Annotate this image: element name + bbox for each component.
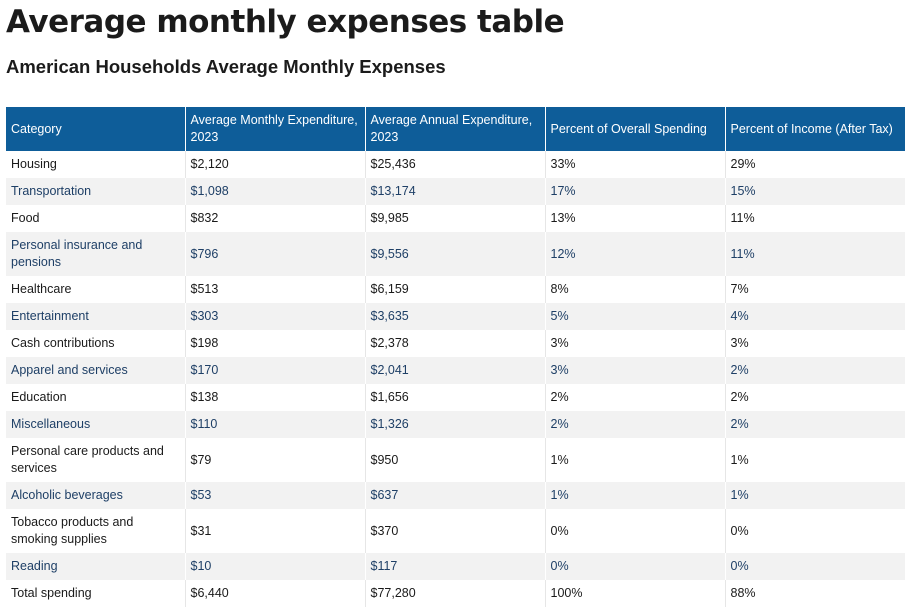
cell-annual: $950 [365, 438, 546, 482]
cell-percent-spending: 3% [545, 330, 726, 357]
cell-monthly: $6,440 [185, 580, 366, 607]
cell-percent-income: 7% [725, 276, 905, 303]
cell-category: Personal care products and services [6, 438, 186, 482]
expenses-table: Category Average Monthly Expenditure, 20… [6, 107, 905, 607]
cell-annual: $3,635 [365, 303, 546, 330]
cell-percent-income: 0% [725, 509, 905, 553]
cell-percent-income: 88% [725, 580, 905, 607]
cell-annual: $637 [365, 482, 546, 509]
table-row: Cash contributions $198 $2,378 3% 3% [6, 330, 905, 357]
cell-percent-spending: 2% [545, 384, 726, 411]
cell-annual: $117 [365, 553, 546, 580]
cell-monthly: $832 [185, 205, 366, 232]
cell-annual: $25,436 [365, 151, 546, 178]
cell-percent-income: 1% [725, 438, 905, 482]
cell-category: Personal insurance and pensions [6, 232, 186, 276]
cell-category: Apparel and services [6, 357, 186, 384]
table-caption: American Households Average Monthly Expe… [6, 56, 446, 77]
cell-annual: $2,378 [365, 330, 546, 357]
table-row: Alcoholic beverages $53 $637 1% 1% [6, 482, 905, 509]
cell-percent-income: 0% [725, 553, 905, 580]
table-row: Healthcare $513 $6,159 8% 7% [6, 276, 905, 303]
cell-percent-spending: 2% [545, 411, 726, 438]
cell-percent-spending: 8% [545, 276, 726, 303]
table-row: Personal insurance and pensions $796 $9,… [6, 232, 905, 276]
cell-percent-income: 29% [725, 151, 905, 178]
cell-category: Food [6, 205, 186, 232]
cell-percent-spending: 17% [545, 178, 726, 205]
cell-annual: $77,280 [365, 580, 546, 607]
cell-annual: $9,985 [365, 205, 546, 232]
cell-category: Miscellaneous [6, 411, 186, 438]
cell-monthly: $10 [185, 553, 366, 580]
cell-annual: $1,656 [365, 384, 546, 411]
page-title: Average monthly expenses table [6, 4, 565, 40]
cell-category: Entertainment [6, 303, 186, 330]
cell-category: Healthcare [6, 276, 186, 303]
table-row: Food $832 $9,985 13% 11% [6, 205, 905, 232]
table-row: Apparel and services $170 $2,041 3% 2% [6, 357, 905, 384]
header-annual-expenditure: Average Annual Expenditure, 2023 [365, 107, 546, 151]
cell-category: Tobacco products and smoking supplies [6, 509, 186, 553]
cell-percent-spending: 13% [545, 205, 726, 232]
cell-percent-income: 2% [725, 384, 905, 411]
cell-percent-spending: 12% [545, 232, 726, 276]
cell-category: Cash contributions [6, 330, 186, 357]
cell-monthly: $303 [185, 303, 366, 330]
cell-monthly: $1,098 [185, 178, 366, 205]
cell-percent-spending: 5% [545, 303, 726, 330]
header-percent-spending: Percent of Overall Spending [545, 107, 726, 151]
cell-annual: $6,159 [365, 276, 546, 303]
table-row-total: Total spending $6,440 $77,280 100% 88% [6, 580, 905, 607]
cell-monthly: $31 [185, 509, 366, 553]
cell-annual: $13,174 [365, 178, 546, 205]
table-row: Tobacco products and smoking supplies $3… [6, 509, 905, 553]
table-row: Reading $10 $117 0% 0% [6, 553, 905, 580]
cell-monthly: $2,120 [185, 151, 366, 178]
cell-category: Education [6, 384, 186, 411]
table-row: Entertainment $303 $3,635 5% 4% [6, 303, 905, 330]
table-row: Transportation $1,098 $13,174 17% 15% [6, 178, 905, 205]
cell-percent-income: 11% [725, 205, 905, 232]
cell-monthly: $796 [185, 232, 366, 276]
cell-monthly: $170 [185, 357, 366, 384]
cell-monthly: $513 [185, 276, 366, 303]
cell-monthly: $79 [185, 438, 366, 482]
table-row: Miscellaneous $110 $1,326 2% 2% [6, 411, 905, 438]
cell-percent-income: 4% [725, 303, 905, 330]
cell-percent-spending: 100% [545, 580, 726, 607]
cell-category: Transportation [6, 178, 186, 205]
cell-annual: $2,041 [365, 357, 546, 384]
cell-category: Alcoholic beverages [6, 482, 186, 509]
cell-percent-spending: 1% [545, 438, 726, 482]
cell-percent-income: 1% [725, 482, 905, 509]
cell-percent-income: 2% [725, 411, 905, 438]
cell-monthly: $53 [185, 482, 366, 509]
cell-percent-spending: 1% [545, 482, 726, 509]
cell-annual: $9,556 [365, 232, 546, 276]
cell-annual: $370 [365, 509, 546, 553]
header-category: Category [6, 107, 186, 151]
cell-percent-spending: 33% [545, 151, 726, 178]
header-percent-income: Percent of Income (After Tax) [725, 107, 905, 151]
table-header-row: Category Average Monthly Expenditure, 20… [6, 107, 905, 151]
cell-percent-income: 15% [725, 178, 905, 205]
cell-category: Total spending [6, 580, 186, 607]
header-monthly-expenditure: Average Monthly Expenditure, 2023 [185, 107, 366, 151]
cell-category: Housing [6, 151, 186, 178]
cell-percent-spending: 3% [545, 357, 726, 384]
cell-percent-spending: 0% [545, 509, 726, 553]
cell-percent-income: 3% [725, 330, 905, 357]
cell-category: Reading [6, 553, 186, 580]
table-row: Housing $2,120 $25,436 33% 29% [6, 151, 905, 178]
table-row: Education $138 $1,656 2% 2% [6, 384, 905, 411]
table-row: Personal care products and services $79 … [6, 438, 905, 482]
cell-percent-income: 11% [725, 232, 905, 276]
cell-percent-spending: 0% [545, 553, 726, 580]
cell-annual: $1,326 [365, 411, 546, 438]
cell-monthly: $110 [185, 411, 366, 438]
cell-monthly: $138 [185, 384, 366, 411]
cell-monthly: $198 [185, 330, 366, 357]
cell-percent-income: 2% [725, 357, 905, 384]
